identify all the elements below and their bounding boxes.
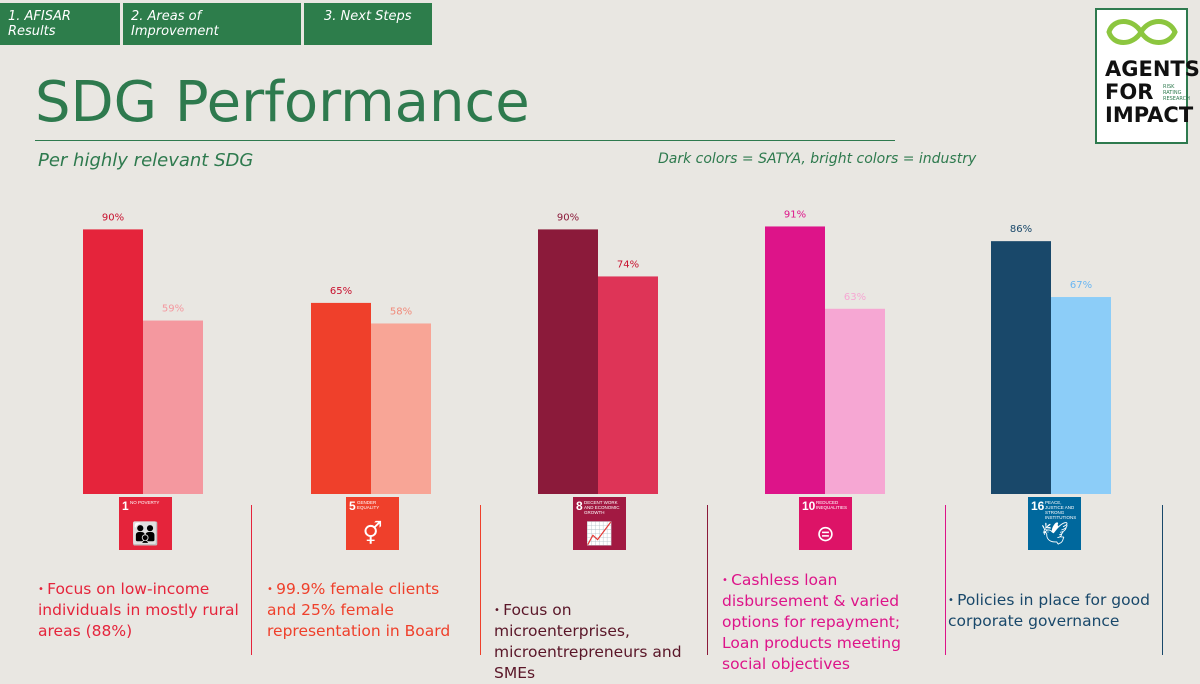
sdg-label: REDUCED INEQUALITIES: [816, 500, 848, 510]
data-label-satya-3: 90%: [557, 212, 579, 223]
column-divider: [480, 505, 481, 655]
bullet-text: 99.9% female clients and 25% female repr…: [267, 580, 451, 640]
dove-gavel-icon: 🕊: [1040, 521, 1069, 546]
bullet-text: Focus on microenterprises, microentrepre…: [494, 601, 682, 682]
sdg-number: 1: [122, 499, 129, 513]
bullet-dot: •: [494, 605, 504, 616]
sdg-number: 8: [576, 499, 583, 513]
bar-industry-3: [598, 276, 658, 494]
bar-satya-5: [991, 241, 1051, 494]
family-icon: 👪: [131, 521, 160, 546]
sdg-label: DECENT WORK AND ECONOMIC GROWTH: [584, 500, 620, 515]
page-title: SDG Performance: [35, 70, 530, 135]
sdg-5-description: • 99.9% female clients and 25% female re…: [267, 579, 472, 642]
sdg-1-description: • Focus on low-income individuals in mos…: [38, 579, 243, 642]
bar-industry-4: [825, 308, 885, 494]
bullet-dot: •: [722, 575, 732, 586]
sdg-16-description: • Policies in place for good corporate g…: [948, 590, 1153, 632]
column-divider: [707, 505, 708, 655]
data-label-satya-1: 90%: [102, 212, 124, 223]
tab-afisar-results[interactable]: 1. AFISAR Results: [0, 3, 120, 45]
tab-areas-of-improvement[interactable]: 2. Areas of Improvement: [123, 3, 301, 45]
sdg-label: NO POVERTY: [130, 500, 160, 505]
infinity-arrow-icon: [1106, 19, 1178, 45]
tab-next-steps[interactable]: 3. Next Steps: [304, 3, 432, 45]
sdg-label: PEACE, JUSTICE AND STRONG INSTITUTIONS: [1045, 500, 1077, 520]
logo-text-impact: IMPACT: [1105, 103, 1194, 127]
sdg-5-icon: 5 GENDER EQUALITY ⚥: [346, 497, 399, 550]
bullet-text: Cashless loan disbursement & varied opti…: [722, 571, 901, 673]
title-divider: [35, 140, 895, 141]
data-label-satya-2: 65%: [330, 286, 352, 297]
sdg-number: 16: [1031, 499, 1045, 513]
sdg-number: 10: [802, 499, 816, 513]
sdg-16-icon: 16 PEACE, JUSTICE AND STRONG INSTITUTIONS…: [1028, 497, 1081, 550]
bar-industry-2: [371, 323, 431, 494]
sdg-1-icon: 1 NO POVERTY 👪: [119, 497, 172, 550]
bar-satya-3: [538, 229, 598, 494]
agents-for-impact-logo: AGENTS FOR IMPACT RISK RATING RESEARCH: [1095, 8, 1200, 144]
bullet-dot: •: [267, 584, 277, 595]
data-label-industry-1: 59%: [162, 304, 184, 315]
bar-satya-4: [765, 226, 825, 494]
logo-text-for: FOR: [1105, 80, 1154, 104]
bar-industry-1: [143, 320, 203, 494]
bullet-dot: •: [948, 595, 958, 606]
bar-satya-2: [311, 302, 371, 494]
bullet-dot: •: [38, 584, 48, 595]
bar-satya-1: [83, 229, 143, 494]
column-divider: [1162, 505, 1163, 655]
navigation-tabs: 1. AFISAR Results 2. Areas of Improvemen…: [0, 3, 432, 45]
column-divider: [251, 505, 252, 655]
data-label-industry-5: 67%: [1070, 280, 1092, 291]
data-label-satya-5: 86%: [1010, 224, 1032, 235]
bar-industry-5: [1051, 297, 1111, 494]
reduced-inequalities-icon: ⊜: [816, 521, 835, 546]
data-label-industry-2: 58%: [390, 306, 412, 317]
logo-tagline: RISK RATING RESEARCH: [1163, 84, 1190, 102]
data-label-satya-4: 91%: [784, 209, 806, 220]
column-divider: [945, 505, 946, 655]
bullet-text: Policies in place for good corporate gov…: [948, 591, 1150, 630]
sdg-8-icon: 8 DECENT WORK AND ECONOMIC GROWTH 📈: [573, 497, 626, 550]
sdg-8-description: • Focus on microenterprises, microentrep…: [494, 600, 699, 684]
sdg-10-icon: 10 REDUCED INEQUALITIES ⊜: [799, 497, 852, 550]
bullet-text: Focus on low-income individuals in mostl…: [38, 580, 239, 640]
sdg-number: 5: [349, 499, 356, 513]
gender-equality-icon: ⚥: [362, 521, 383, 546]
data-label-industry-4: 63%: [844, 292, 866, 303]
data-label-industry-3: 74%: [617, 259, 639, 270]
color-legend-note: Dark colors = SATYA, bright colors = ind…: [658, 151, 977, 167]
sdg-10-description: • Cashless loan disbursement & varied op…: [722, 570, 940, 675]
sdg-label: GENDER EQUALITY: [357, 500, 380, 510]
growth-chart-icon: 📈: [585, 521, 614, 546]
page-subtitle: Per highly relevant SDG: [38, 150, 254, 171]
logo-text-agents: AGENTS: [1105, 57, 1200, 81]
